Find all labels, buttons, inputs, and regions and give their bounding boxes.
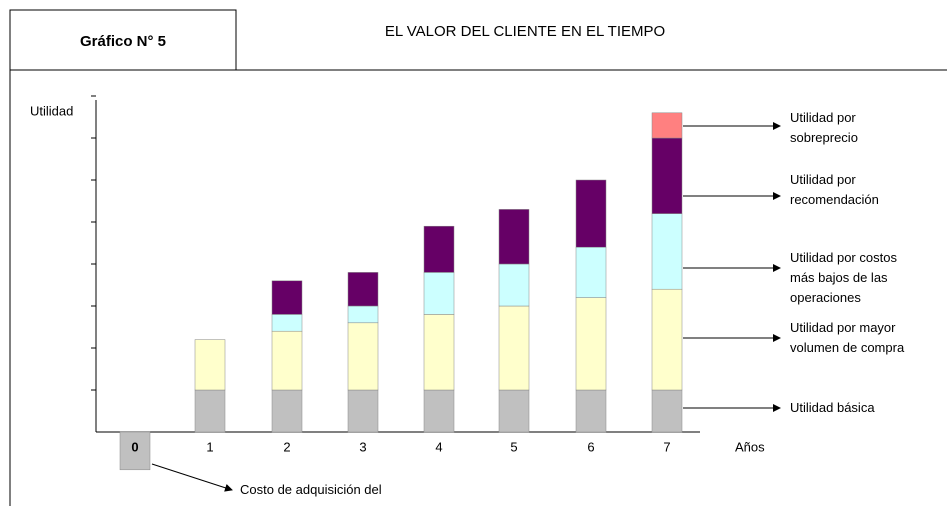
series-label: Utilidad básica xyxy=(790,400,875,415)
bar-segment xyxy=(575,246,607,298)
bar-segment xyxy=(423,272,455,315)
bar-segment xyxy=(651,389,683,433)
x-tick-label: 3 xyxy=(359,439,366,454)
series-label: Utilidad por sobreprecio xyxy=(790,110,858,145)
bar-segment xyxy=(423,225,455,273)
series-label: Utilidad por mayor volumen de compra xyxy=(790,320,905,355)
bar-segment xyxy=(347,272,379,307)
bar-segment xyxy=(498,389,530,433)
bar-segment xyxy=(651,288,683,391)
bar-segment xyxy=(498,305,530,391)
series-label: Utilidad por recomendación xyxy=(790,172,879,207)
bar-segment xyxy=(423,314,455,391)
bar-segment xyxy=(271,330,303,391)
x-tick-label: 0 xyxy=(131,439,138,454)
bar-segment xyxy=(347,389,379,433)
bar-segment xyxy=(423,389,455,433)
bar-segment xyxy=(651,137,683,214)
x-tick-label: 1 xyxy=(206,439,213,454)
bar-segment xyxy=(575,389,607,433)
bar-segment xyxy=(119,431,151,471)
chart-label: Gráfico N° 5 xyxy=(80,33,166,50)
x-tick-label: 5 xyxy=(510,439,517,454)
bar-segment xyxy=(194,389,226,433)
bar-segment xyxy=(498,263,530,307)
bar-segment xyxy=(575,179,607,248)
bar-segment xyxy=(347,305,379,324)
x-tick-label: 6 xyxy=(587,439,594,454)
x-tick-label: 2 xyxy=(283,439,290,454)
bar-segment xyxy=(271,314,303,332)
bar-segment xyxy=(194,339,226,391)
series-label: Costo de adquisición del xyxy=(240,482,382,497)
label-box xyxy=(9,9,237,71)
x-tick-label: 7 xyxy=(663,439,670,454)
bar-segment xyxy=(271,280,303,315)
bar-segment xyxy=(575,297,607,391)
bar-segment xyxy=(347,322,379,391)
bar-segment xyxy=(498,209,530,265)
arrow xyxy=(151,463,233,492)
x-axis-label: Años xyxy=(735,439,765,454)
bar-segment xyxy=(271,389,303,433)
x-tick-label: 4 xyxy=(435,439,442,454)
series-label: Utilidad por costos más bajos de las ope… xyxy=(790,250,897,305)
bar-segment xyxy=(651,112,683,139)
y-axis-label: Utilidad xyxy=(30,103,73,118)
chart-title: EL VALOR DEL CLIENTE EN EL TIEMPO xyxy=(385,23,665,40)
bar-segment xyxy=(651,213,683,290)
